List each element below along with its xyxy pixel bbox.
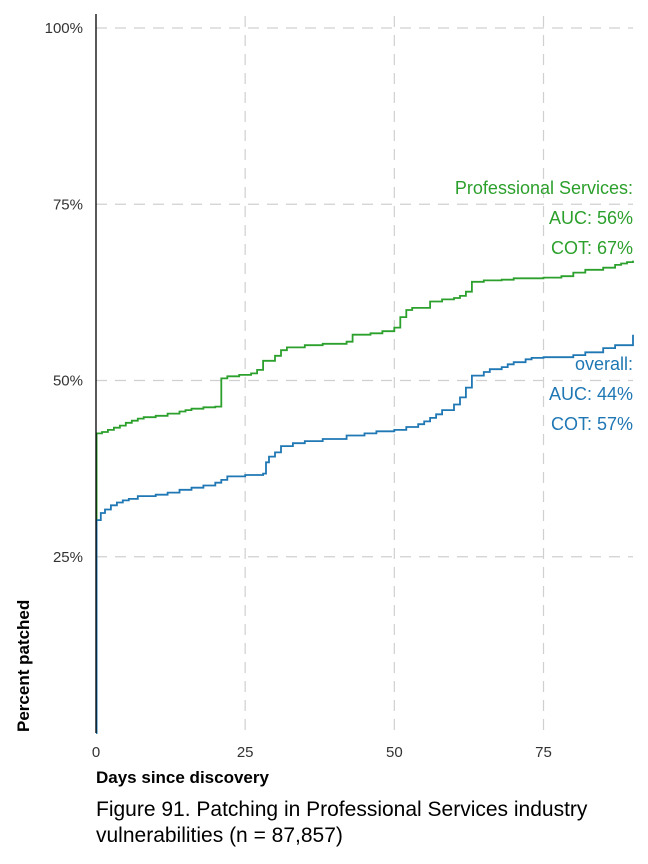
annotation-line: overall: — [575, 354, 633, 374]
x-tick-label: 0 — [92, 744, 100, 761]
chart-series — [95, 260, 634, 734]
annotations: Professional Services: AUC: 56% COT: 67% ov… — [455, 178, 633, 434]
y-tick-label: 25% — [53, 549, 83, 566]
annotation-line: COT: 67% — [551, 238, 633, 258]
annotation-line: AUC: 56% — [549, 208, 633, 228]
x-tick-label: 25 — [237, 744, 254, 761]
x-tick-label: 50 — [386, 744, 403, 761]
x-axis-label: Days since discovery — [96, 768, 269, 787]
annotation-line: COT: 57% — [551, 414, 633, 434]
chart-svg: 25% 50% 75% 100% 0 25 50 75 Professional Servic… — [14, 14, 634, 787]
y-tick-label: 100% — [45, 20, 83, 37]
figure-caption: Figure 91. Patching in Professional Serv… — [96, 798, 588, 847]
y-tick-label: 75% — [53, 196, 83, 213]
annotation-line: Professional Services: — [455, 178, 633, 198]
x-tick-label: 75 — [535, 744, 552, 761]
annotation-line: AUC: 44% — [549, 384, 633, 404]
y-tick-label: 50% — [53, 373, 83, 390]
series-line-0 — [95, 260, 634, 734]
y-axis-label: Percent patched — [14, 600, 33, 732]
tick-labels: 25% 50% 75% 100% 0 25 50 75 — [45, 20, 552, 761]
series-line-1 — [95, 334, 634, 734]
grid-lines — [96, 16, 633, 733]
